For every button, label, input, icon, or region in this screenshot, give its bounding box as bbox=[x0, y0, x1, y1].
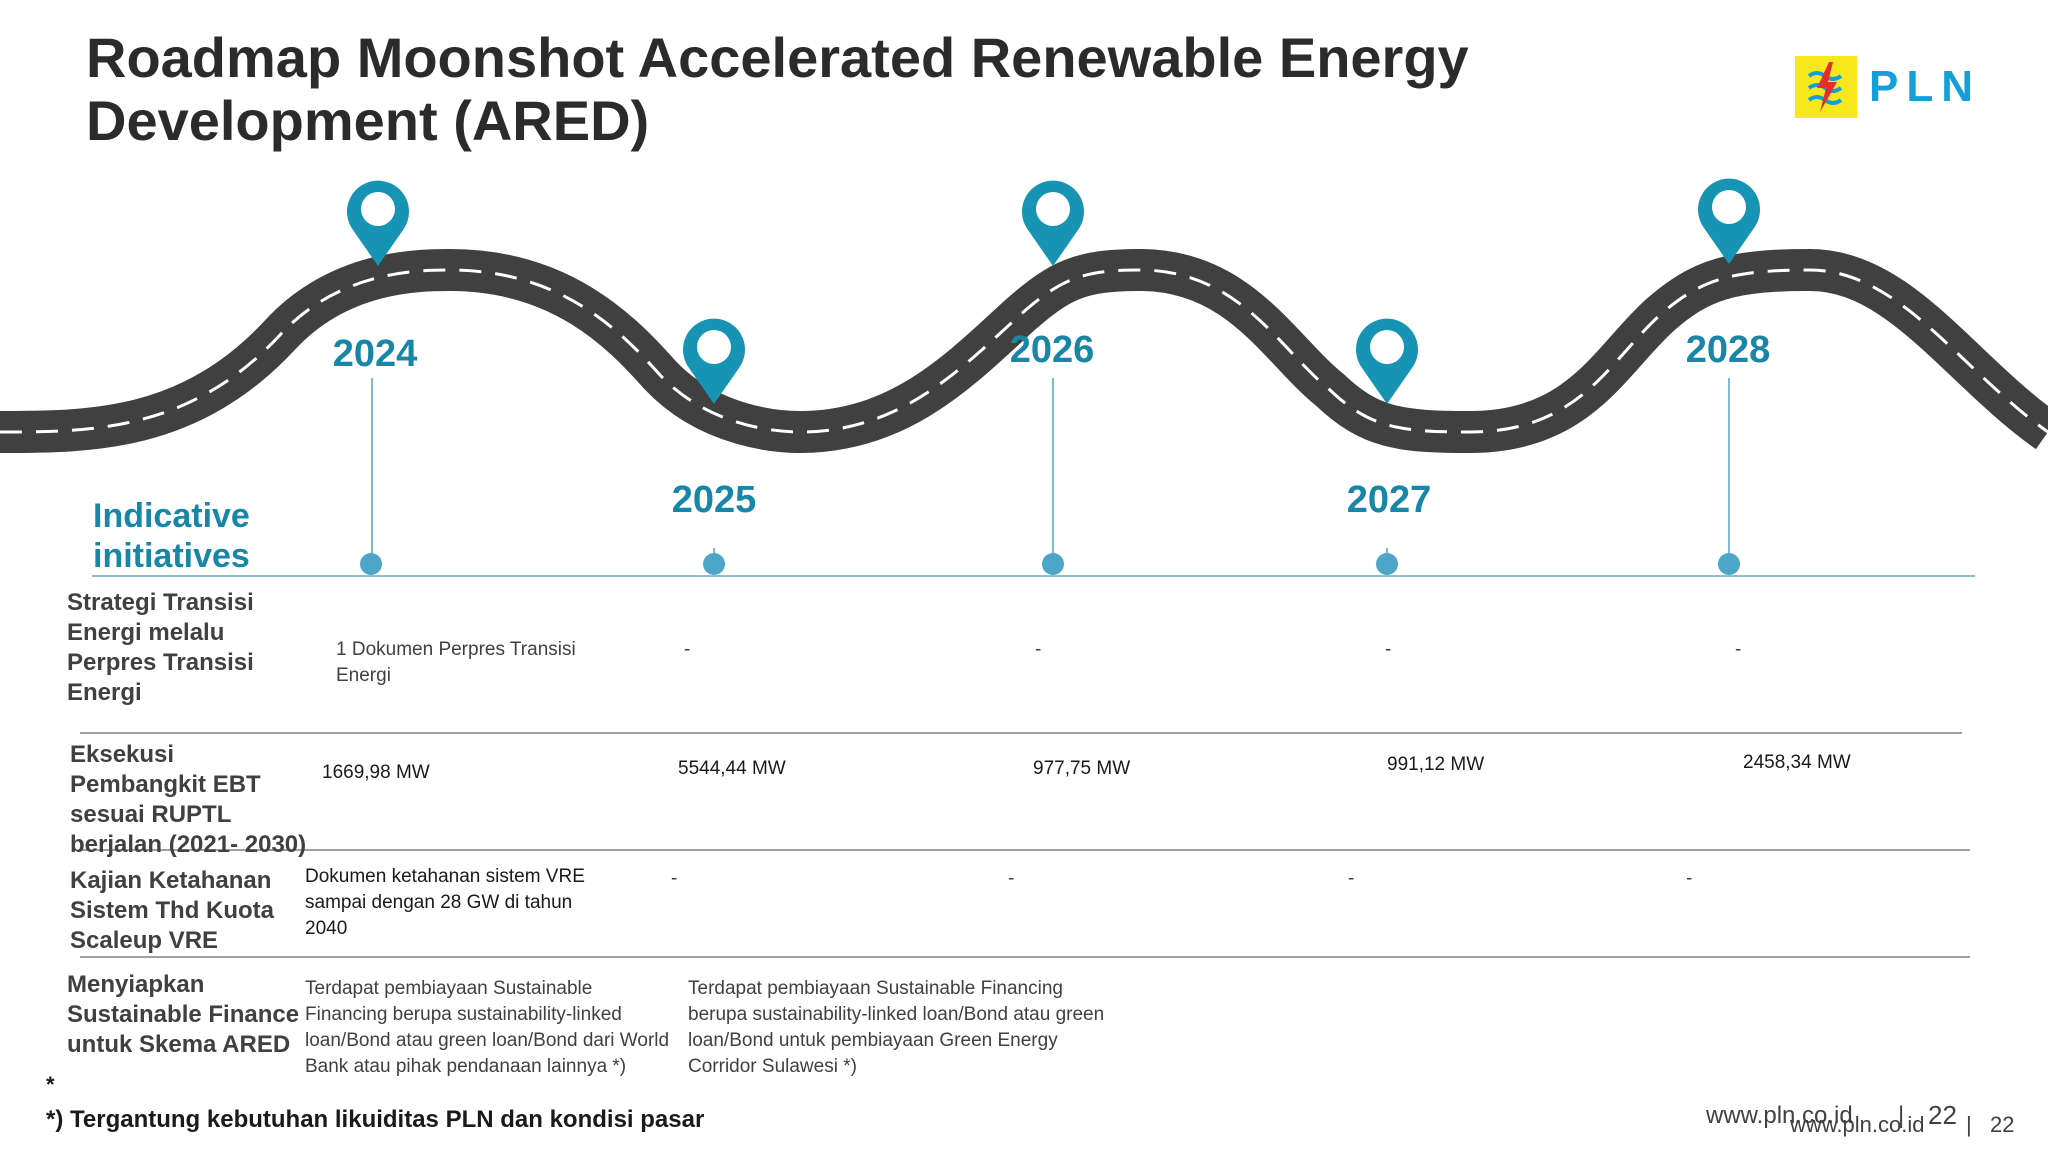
year-label-2024: 2024 bbox=[332, 333, 418, 375]
location-pin-icon bbox=[683, 318, 745, 404]
row3-cell-2024: Dokumen ketahanan sistem VRE sampai deng… bbox=[305, 866, 585, 939]
timeline-guides bbox=[80, 378, 1975, 958]
row2-cell-2026: 977,75 MW bbox=[1033, 758, 1131, 779]
year-label-2025: 2025 bbox=[671, 479, 757, 521]
timeline-dot bbox=[1042, 553, 1064, 575]
row3-cell-2028: - bbox=[1686, 868, 1693, 889]
indicative-initiatives-label: Indicative initiatives bbox=[93, 497, 250, 575]
row1-cell-2024: 1 Dokumen Perpres Transisi Energi bbox=[336, 639, 576, 686]
pln-logo: PLN bbox=[1795, 56, 1973, 120]
row2-cell-2024: 1669,98 MW bbox=[322, 762, 430, 783]
row1-cell-2026: - bbox=[1035, 639, 1042, 660]
location-pin-icon bbox=[1022, 180, 1084, 266]
footnote: *) Tergantung kebutuhan likuiditas PLN d… bbox=[46, 1106, 705, 1133]
row2-cell-2025: 5544,44 MW bbox=[678, 758, 786, 779]
row2-cell-2027: 991,12 MW bbox=[1387, 754, 1485, 775]
year-label-2026: 2026 bbox=[1009, 329, 1095, 371]
year-label-2028: 2028 bbox=[1685, 329, 1771, 371]
row4-cell-2024: Terdapat pembiayaan Sustainable Financin… bbox=[305, 978, 670, 1077]
footer-page-number: 22 bbox=[1928, 1100, 1957, 1130]
location-pin-icon bbox=[347, 180, 409, 266]
row3-cell-2026: - bbox=[1008, 868, 1015, 889]
roadmap-road bbox=[0, 178, 2048, 454]
footnote-marker: * bbox=[46, 1072, 55, 1097]
location-pin-icon bbox=[1356, 318, 1418, 404]
row2-cell-2028: 2458,34 MW bbox=[1743, 752, 1851, 773]
row4-cell-2025: Terdapat pembiayaan Sustainable Financin… bbox=[688, 978, 1105, 1077]
row-label-sustainable-finance: Menyiapkan Sustainable Finance untuk Ske… bbox=[67, 971, 300, 1058]
timeline-dot bbox=[1718, 553, 1740, 575]
row-label-kajian: Kajian Ketahanan Sistem Thd Kuota Scaleu… bbox=[70, 867, 275, 954]
footer-separator: | bbox=[1966, 1112, 1972, 1137]
row1-cell-2028: - bbox=[1735, 639, 1742, 660]
footer-website: www.pln.co.id bbox=[1790, 1112, 1925, 1137]
timeline-dot bbox=[703, 553, 725, 575]
row3-cell-2027: - bbox=[1348, 868, 1355, 889]
logo-text: PLN bbox=[1869, 62, 1981, 111]
lightning-logo-icon bbox=[1795, 56, 1857, 118]
road-center-line bbox=[0, 268, 2048, 434]
row1-cell-2027: - bbox=[1385, 639, 1392, 660]
row-label-strategi: Strategi Transisi Energi melalu Perpres … bbox=[67, 589, 254, 706]
timeline-dot bbox=[360, 553, 382, 575]
location-pin-icon bbox=[1698, 178, 1760, 264]
row1-cell-2025: - bbox=[684, 639, 691, 660]
row-label-eksekusi: Eksekusi Pembangkit EBT sesuai RUPTL ber… bbox=[70, 741, 307, 858]
year-label-2027: 2027 bbox=[1346, 479, 1432, 521]
page-title: Roadmap Moonshot Accelerated Renewable E… bbox=[86, 26, 1469, 152]
row3-cell-2025: - bbox=[671, 868, 678, 889]
footer-website: www.pln.co.id bbox=[1706, 1102, 1853, 1129]
footer-page-number: 22 bbox=[1990, 1112, 2015, 1137]
footer-separator: | bbox=[1898, 1102, 1905, 1129]
timeline-dot bbox=[1376, 553, 1398, 575]
